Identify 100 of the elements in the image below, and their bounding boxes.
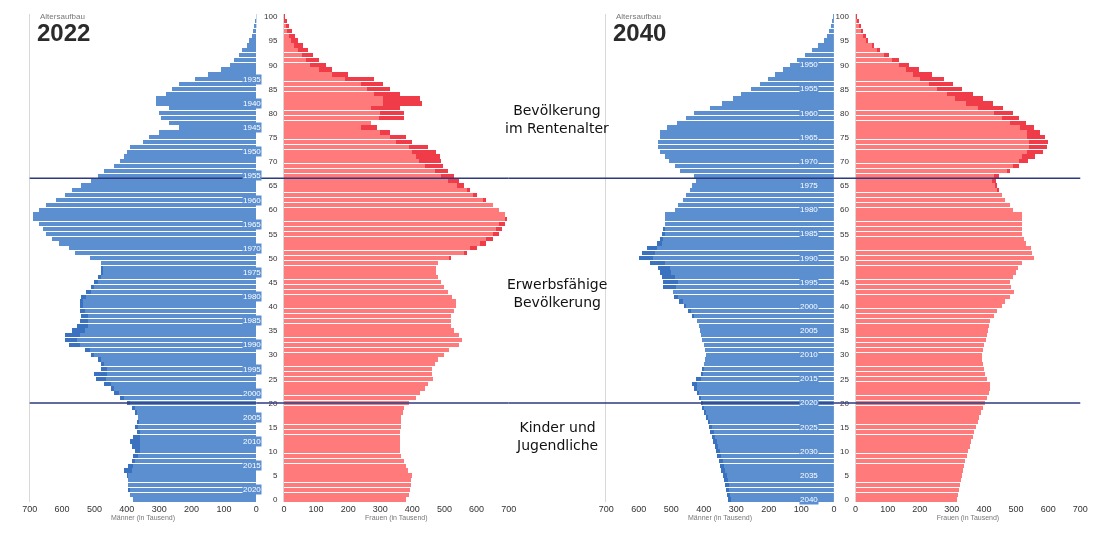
annotation: 1990 [800,254,819,263]
y-tick-label: 0 [272,495,278,505]
x-tick-label: 300 [151,504,167,514]
x-tick-label: 600 [54,504,70,514]
y-tick-label: 55 [268,229,278,239]
y-tick-label: 5 [844,471,850,481]
y-tick-label: 30 [268,350,278,360]
annotation: 2000 [243,389,262,398]
chart-title: 2022 [37,19,91,46]
y-tick-label: 25 [840,374,850,384]
annotation: 2005 [243,413,262,422]
annotation: 1975 [243,268,262,277]
x-tick-label: 500 [663,504,679,514]
x-tick-label: 700 [1072,504,1088,514]
annotation: Erwerbsfähige Bevölkerung [507,276,608,311]
x-tick-label: 500 [86,504,102,514]
annotation: 2040 [800,495,819,504]
annotation: 1975 [800,181,819,190]
y-tick-label: 35 [268,326,278,336]
x-tick-label: 600 [631,504,647,514]
y-tick-label: 60 [840,205,850,215]
x-tick-label: 100 [216,504,232,514]
annotation: Bevölkerung im Rentenalter [505,102,610,137]
annotation: 1970 [800,157,819,166]
annotation: 2020 [800,398,819,407]
chart-title: 2040 [613,19,667,46]
y-tick-label: 50 [840,253,850,263]
y-tick-label: 60 [268,205,278,215]
annotation: 2035 [800,471,819,480]
y-tick-label: 40 [268,302,278,312]
x-tick-label: 400 [976,504,992,514]
x-tick-label: 700 [22,504,38,514]
x-tick-label: 400 [119,504,135,514]
y-tick-label: 55 [840,229,850,239]
y-tick-label: 30 [840,350,850,360]
annotation: 2015 [243,461,262,470]
x-tick-label: 600 [1040,504,1056,514]
x-tick-label: 0 [831,504,837,514]
y-tick-label: 5 [272,471,278,481]
y-tick-label: 10 [268,447,278,457]
y-tick-label: 25 [268,374,278,384]
annotation: 1990 [243,340,262,349]
y-tick-label: 90 [268,60,278,70]
annotation: 1965 [243,220,262,229]
x-tick-label: 200 [912,504,928,514]
y-tick-label: 90 [840,60,850,70]
annotation: 1955 [800,84,819,93]
y-tick-label: 45 [268,277,278,287]
annotation: 2010 [800,350,819,359]
y-tick-label: 15 [840,422,850,432]
y-tick-label: 35 [840,326,850,336]
y-tick-label: 15 [268,422,278,432]
y-tick-label: 75 [840,133,850,143]
y-tick-label: 100 [263,12,278,22]
x-tick-label: 400 [404,504,420,514]
annotation: 2005 [800,326,819,335]
annotation: 1980 [243,292,262,301]
y-tick-label: 100 [835,12,850,22]
x-tick-label: 100 [308,504,324,514]
x-tick-label: 600 [469,504,485,514]
annotation: 2015 [800,374,819,383]
annotation: 1935 [243,75,262,84]
x-tick-label: 100 [880,504,896,514]
x-tick-label: 200 [184,504,200,514]
y-tick-label: 75 [268,133,278,143]
annotation: 1940 [243,99,262,108]
y-tick-label: 80 [840,108,850,118]
annotation: 2030 [800,447,819,456]
annotation: 1960 [243,196,262,205]
text: Kinder und Jugendliche [516,419,599,454]
chart-subtitle: Altersaufbau [616,12,661,21]
y-tick-label: 85 [840,84,850,94]
annotation: 1945 [243,123,262,132]
x-tick-label: 400 [696,504,712,514]
x-tick-label: 300 [728,504,744,514]
x-tick-label: 500 [436,504,452,514]
x-tick-label: 100 [793,504,809,514]
y-tick-label: 10 [840,447,850,457]
y-tick-label: 80 [268,108,278,118]
x-tick-label: 700 [501,504,517,514]
y-tick-label: 45 [840,277,850,287]
annotation: 1980 [800,205,819,214]
x-tick-label: 700 [598,504,614,514]
annotation: 1950 [243,147,262,156]
x-tick-label: 0 [853,504,859,514]
y-tick-label: 95 [268,36,278,46]
x-tick-label: 300 [372,504,388,514]
annotation: 1950 [800,60,819,69]
x-tick-label: 0 [253,504,259,514]
x-tick-label: 500 [1008,504,1024,514]
chart-subtitle: Altersaufbau [40,12,85,21]
annotation: 1960 [800,109,819,118]
y-tick-label: 40 [840,302,850,312]
y-tick-label: 70 [840,157,850,167]
annotation: 1970 [243,244,262,253]
annotation: 1965 [800,133,819,142]
annotation: 2025 [800,423,819,432]
y-tick-label: 0 [844,495,850,505]
annotation: 1995 [243,365,262,374]
y-tick-label: 65 [840,181,850,191]
